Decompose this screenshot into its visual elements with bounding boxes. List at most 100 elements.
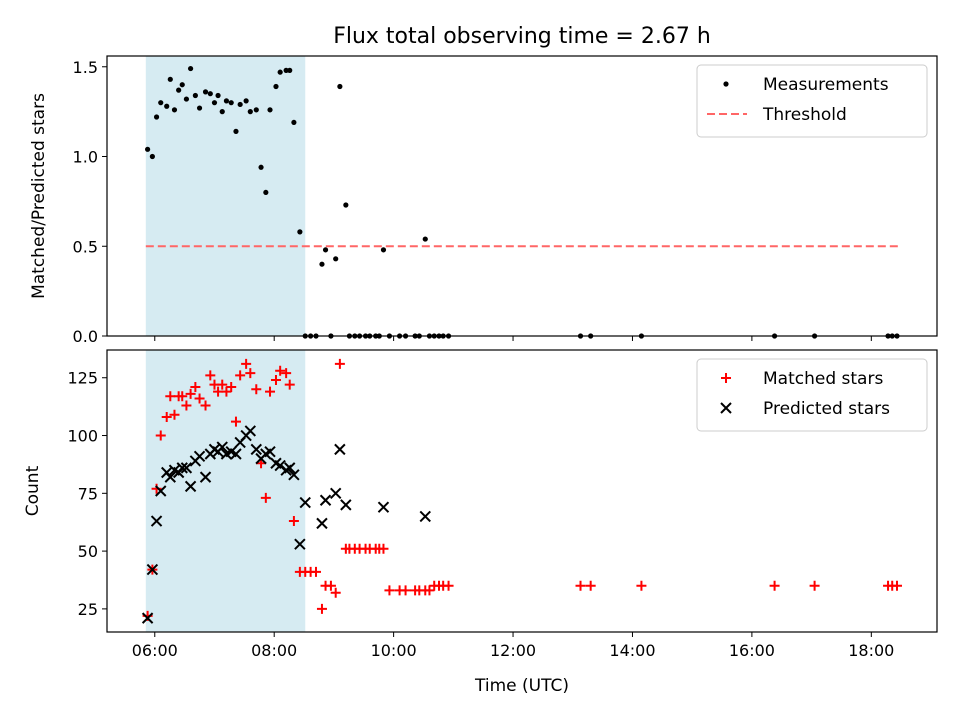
- data-point: [281, 368, 292, 379]
- data-point: [199, 471, 212, 483]
- data-point: [164, 103, 170, 109]
- data-point: [183, 96, 190, 102]
- data-point: [424, 585, 435, 596]
- data-point: [258, 164, 264, 170]
- data-point: [207, 91, 213, 97]
- data-point: [176, 462, 188, 474]
- legend-box: [696, 64, 928, 138]
- data-point: [380, 247, 387, 253]
- data-point: [200, 400, 211, 411]
- data-point: [316, 603, 327, 614]
- data-point: [187, 65, 194, 72]
- data-point: [334, 358, 345, 369]
- data-point: [265, 386, 276, 397]
- x-tick-label: 08:00: [251, 641, 297, 660]
- x-axis-label: Time (UTC): [474, 676, 569, 696]
- data-point: [237, 101, 243, 108]
- data-point: [384, 585, 395, 596]
- y-axis-label: Count: [23, 465, 43, 516]
- data-point: [244, 425, 257, 437]
- data-point: [267, 107, 273, 113]
- data-point: [340, 499, 352, 511]
- data-point: [277, 69, 283, 75]
- data-point: [193, 450, 206, 463]
- data-point: [325, 580, 336, 591]
- data-point: [149, 153, 155, 160]
- observing-span: [145, 56, 306, 336]
- data-point: [419, 510, 431, 523]
- legend-marker: [723, 81, 729, 87]
- legend-label: Measurements: [763, 75, 889, 95]
- data-point: [196, 105, 203, 111]
- data-point: [180, 462, 193, 474]
- data-point: [316, 517, 328, 530]
- data-point: [273, 83, 279, 90]
- data-point: [334, 443, 346, 456]
- data-point: [443, 580, 454, 591]
- data-point: [226, 381, 237, 392]
- data-point: [155, 485, 167, 497]
- y-tick-label: 50: [78, 542, 98, 561]
- x-tick-label: 06:00: [132, 641, 178, 660]
- x-tick-label: 14:00: [609, 641, 655, 660]
- data-point: [219, 109, 225, 115]
- data-point: [291, 119, 297, 126]
- y-tick-label: 1.0: [73, 148, 98, 167]
- data-point: [769, 580, 780, 591]
- plot-frame: [106, 349, 938, 633]
- x-tick-label: 12:00: [490, 641, 536, 660]
- data-point: [247, 109, 253, 115]
- data-point: [329, 487, 342, 500]
- data-point: [205, 370, 216, 381]
- data-point: [319, 494, 332, 506]
- data-point: [319, 261, 325, 267]
- data-point: [270, 375, 281, 386]
- data-point: [330, 587, 341, 598]
- data-point: [891, 580, 902, 591]
- data-point: [400, 585, 411, 596]
- y-tick-label: 125: [67, 369, 98, 388]
- data-point: [176, 87, 182, 93]
- data-point: [211, 100, 218, 106]
- data-point: [223, 98, 230, 104]
- y-tick-label: 1.5: [73, 58, 98, 77]
- data-point: [283, 67, 289, 73]
- data-point: [263, 189, 269, 196]
- x-tick-label: 18:00: [848, 641, 894, 660]
- data-point: [337, 83, 343, 90]
- data-point: [297, 229, 303, 235]
- data-point: [192, 92, 198, 99]
- data-point: [216, 441, 228, 453]
- data-point: [215, 92, 221, 99]
- legend: Matched stars Predicted stars: [696, 358, 928, 432]
- data-point: [235, 370, 246, 381]
- data-point: [181, 400, 192, 411]
- data-point: [179, 82, 185, 88]
- legend: Measurements Threshold: [696, 64, 928, 138]
- data-point: [287, 67, 293, 73]
- y-tick-label: 100: [67, 427, 98, 446]
- data-point: [165, 391, 176, 402]
- data-point: [288, 469, 300, 481]
- data-point: [184, 480, 197, 493]
- data-point: [233, 128, 239, 134]
- data-point: [343, 202, 349, 208]
- data-point: [636, 580, 647, 591]
- data-point: [202, 89, 209, 95]
- data-point: [275, 365, 286, 376]
- data-point: [243, 98, 249, 104]
- plot-frame: [106, 55, 938, 337]
- data-point: [322, 247, 329, 253]
- ratio-panel: 0.0 0.5 1.0 1.5 Matched/Predicted stars Measu…: [29, 55, 938, 346]
- y-axis-label: Matched/Predicted stars: [29, 93, 49, 299]
- data-point: [264, 445, 276, 458]
- x-tick-label: 16:00: [729, 641, 775, 660]
- data-point: [158, 100, 164, 106]
- data-point: [333, 256, 339, 262]
- chart-title: Flux total observing time = 2.67 h: [333, 24, 711, 49]
- data-point: [809, 580, 820, 591]
- data-point: [260, 492, 271, 503]
- x-tick-label: 10:00: [371, 641, 417, 660]
- y-tick-label: 25: [78, 600, 98, 619]
